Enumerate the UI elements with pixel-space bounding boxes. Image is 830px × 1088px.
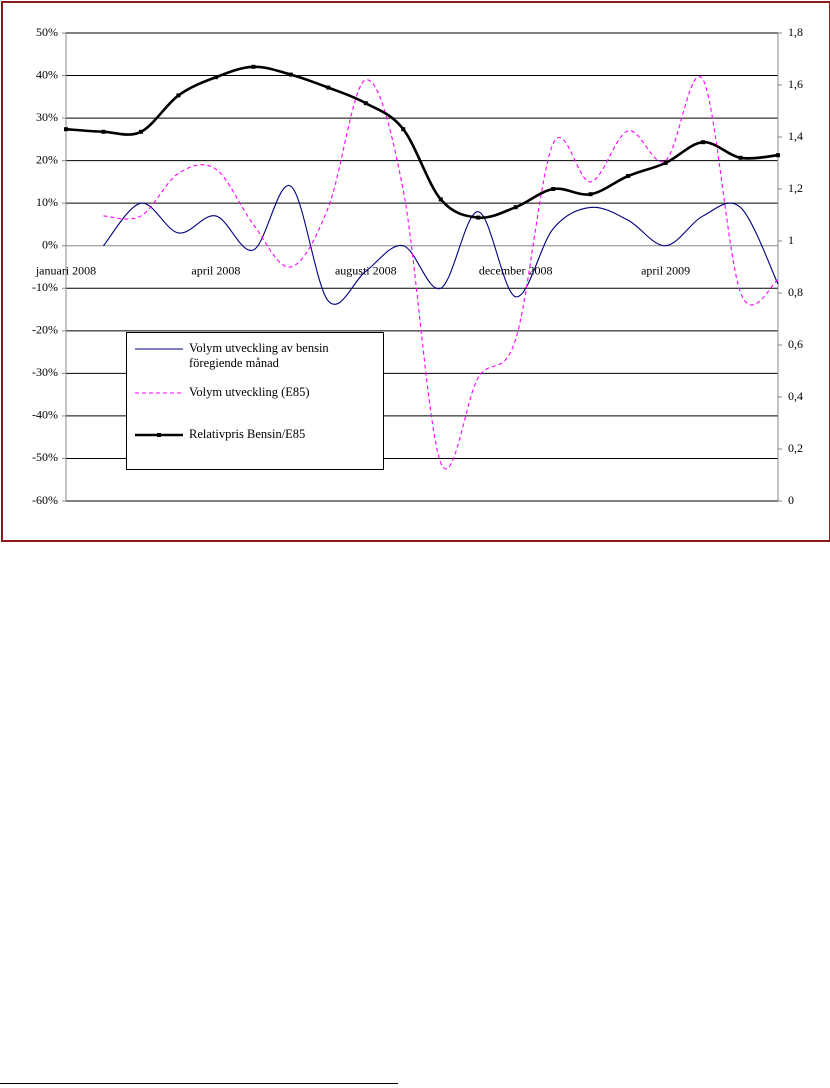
legend-swatch <box>135 392 183 394</box>
y-tick-label: -20% <box>32 323 58 337</box>
y-tick-label: 30% <box>36 110 58 124</box>
y2-tick-label: 1 <box>788 233 794 247</box>
y-tick-label: 50% <box>36 25 58 39</box>
y2-tick-label: 0 <box>788 493 794 507</box>
series-marker <box>476 215 481 220</box>
series-marker <box>401 127 406 132</box>
y2-tick-label: 1,8 <box>788 25 803 39</box>
series-marker <box>588 192 593 197</box>
series-marker <box>213 75 218 80</box>
series-marker <box>776 153 780 158</box>
series-marker <box>438 197 443 202</box>
chart: -60% -50% -40% -30% -20% -10% 0% 10% 20% 30% 40% 50… <box>32 25 803 507</box>
legend-swatch <box>135 433 183 437</box>
y2-tick-label: 0,8 <box>788 285 803 299</box>
series-line <box>65 65 779 220</box>
series-marker <box>64 127 68 132</box>
x-tick-label: december 2008 <box>479 263 553 277</box>
y-tick-label: -10% <box>32 280 58 294</box>
y-tick-label: -60% <box>32 493 58 507</box>
series-marker <box>138 129 143 134</box>
series-marker <box>326 85 331 90</box>
y-tick-label: 10% <box>36 195 58 209</box>
series-marker <box>701 140 706 145</box>
x-tick-label: april 2008 <box>191 263 240 277</box>
legend-marker <box>157 433 161 437</box>
legend-swatch <box>135 348 183 350</box>
legend-label: Volym utveckling av bensin föregiende må… <box>189 341 329 370</box>
y2-tick-label: 1,2 <box>788 181 803 195</box>
series-marker <box>738 155 743 160</box>
series-marker <box>288 72 293 77</box>
series-marker <box>176 93 181 98</box>
series-marker <box>513 205 518 210</box>
series-marker <box>251 64 256 69</box>
y2-tick-label: 0,6 <box>788 337 803 351</box>
y2-tick-label: 0,2 <box>788 441 803 455</box>
series-line <box>103 76 779 470</box>
legend-entry: Volym utveckling (E85) <box>135 385 379 400</box>
series-marker <box>551 187 556 191</box>
series-marker <box>663 161 668 165</box>
y2-tick-label: 1,4 <box>788 129 803 143</box>
legend-entry: Relativpris Bensin/E85 <box>135 427 379 442</box>
x-tick-label: januari 2008 <box>35 263 96 277</box>
y-tick-label: 20% <box>36 152 58 166</box>
y-tick-label: 40% <box>36 67 58 81</box>
y-tick-label: -50% <box>32 450 58 464</box>
footnote-rule <box>0 1083 398 1084</box>
y2-tick-label: 0,4 <box>788 389 803 403</box>
legend-entry: Volym utveckling av bensin föregiende må… <box>135 341 379 371</box>
series-marker <box>363 101 368 106</box>
y-tick-label: -40% <box>32 408 58 422</box>
y2-tick-label: 1,6 <box>788 77 803 91</box>
legend-label: Volym utveckling (E85) <box>189 385 310 399</box>
y-tick-label: -30% <box>32 365 58 379</box>
legend: Volym utveckling av bensin föregiende må… <box>126 332 384 470</box>
legend-label: Relativpris Bensin/E85 <box>189 427 306 441</box>
series-line <box>103 185 779 305</box>
x-tick-label: augusti 2008 <box>335 263 397 277</box>
series-marker <box>101 129 106 134</box>
series-marker <box>626 174 631 178</box>
y-tick-label: 0% <box>42 237 58 251</box>
x-tick-label: april 2009 <box>641 263 690 277</box>
